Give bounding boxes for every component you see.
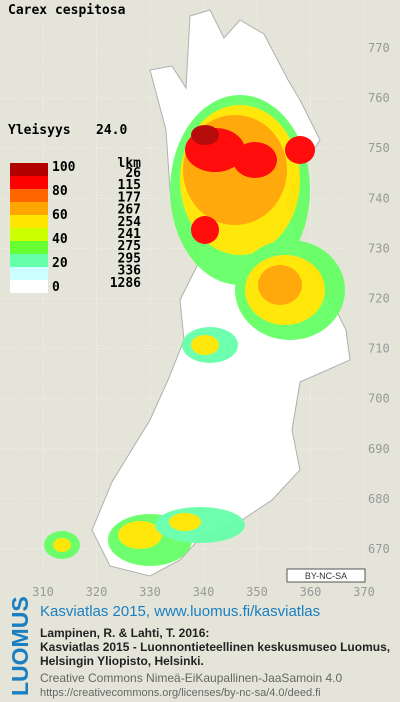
logo: LUOMUS bbox=[7, 596, 33, 696]
legend-count: 254 bbox=[118, 215, 142, 230]
occurrence-heat bbox=[44, 95, 345, 566]
x-tick-label: 330 bbox=[139, 585, 161, 599]
x-tick-label: 320 bbox=[86, 585, 108, 599]
legend-count: 241 bbox=[118, 227, 142, 242]
license-line: https://creativecommons.org/licenses/by-… bbox=[40, 687, 321, 699]
legend-swatch bbox=[10, 241, 48, 254]
license-badge bbox=[286, 568, 366, 583]
y-tick-label: 730 bbox=[368, 241, 390, 255]
legend-scale-label: 0 bbox=[52, 280, 60, 295]
x-tick-label: 340 bbox=[193, 585, 215, 599]
legend-swatch bbox=[10, 228, 48, 241]
legend-scale-label: 60 bbox=[52, 208, 68, 223]
legend-scale-label: 80 bbox=[52, 184, 68, 199]
legend-count: 267 bbox=[118, 203, 141, 218]
license-badge-text: BY-NC-SA bbox=[305, 571, 347, 581]
y-tick-label: 680 bbox=[368, 492, 390, 506]
legend-swatch bbox=[10, 254, 48, 267]
legend-count: 26 bbox=[125, 166, 141, 181]
count-header: lkm bbox=[118, 156, 142, 171]
legend-scale-label: 40 bbox=[52, 232, 68, 247]
legend-swatch bbox=[10, 189, 48, 202]
species-title: Carex cespitosa bbox=[8, 3, 126, 18]
x-tick-label: 360 bbox=[300, 585, 322, 599]
frequency-value: 24.0 bbox=[96, 123, 127, 138]
y-tick-label: 770 bbox=[368, 41, 390, 55]
legend-scale-label: 20 bbox=[52, 256, 68, 271]
y-tick-label: 670 bbox=[368, 542, 390, 556]
legend-count: 1286 bbox=[110, 276, 141, 291]
legend-count: 275 bbox=[118, 239, 141, 254]
legend-swatch bbox=[10, 267, 48, 280]
legend-count: 336 bbox=[118, 264, 142, 279]
x-tick-label: 310 bbox=[32, 585, 54, 599]
legend-count: 115 bbox=[118, 178, 141, 193]
y-tick-label: 740 bbox=[368, 191, 390, 205]
y-tick-label: 690 bbox=[368, 442, 390, 456]
legend-swatch bbox=[10, 163, 48, 176]
y-tick-label: 700 bbox=[368, 392, 390, 406]
legend-swatch bbox=[10, 176, 48, 189]
footer-heading: Kasviatlas 2015, www.luomus.fi/kasviatla… bbox=[40, 603, 320, 620]
legend-swatch bbox=[10, 202, 48, 215]
citation-line: Lampinen, R. & Lahti, T. 2016: bbox=[40, 626, 209, 640]
y-tick-label: 720 bbox=[368, 292, 390, 306]
legend-scale-label: 100 bbox=[52, 160, 76, 175]
legend-count: 177 bbox=[118, 190, 141, 205]
frequency-label: Yleisyys bbox=[8, 123, 71, 138]
citation-line: Helsingin Yliopisto, Helsinki. bbox=[40, 654, 204, 668]
legend-count: 295 bbox=[118, 251, 141, 266]
y-tick-label: 710 bbox=[368, 342, 390, 356]
x-tick-label: 350 bbox=[246, 585, 268, 599]
y-tick-label: 750 bbox=[368, 141, 390, 155]
y-tick-label: 760 bbox=[368, 91, 390, 105]
legend-swatch bbox=[10, 280, 48, 293]
x-tick-label: 370 bbox=[353, 585, 375, 599]
citation-line: Kasviatlas 2015 - Luonnontieteellinen ke… bbox=[40, 640, 390, 654]
license-line: Creative Commons Nimeä-EiKaupallinen-Jaa… bbox=[40, 671, 342, 685]
legend-swatch bbox=[10, 215, 48, 228]
